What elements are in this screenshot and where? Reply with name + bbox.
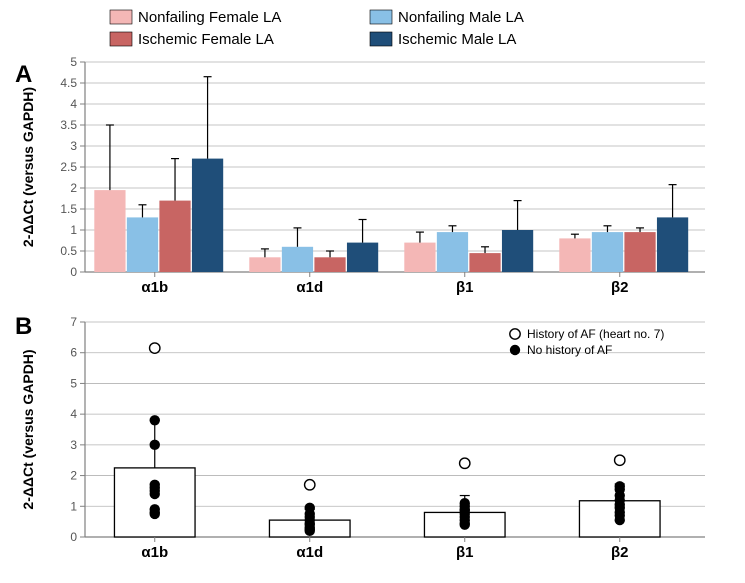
category-label: β2: [611, 544, 629, 561]
bar: [94, 190, 125, 272]
ytick-label: 4: [70, 407, 77, 421]
bar: [624, 232, 655, 272]
panel-a-ylabel: 2-ΔΔCt (versus GAPDH): [20, 87, 36, 247]
legend-label: History of AF (heart no. 7): [527, 327, 664, 341]
bar: [657, 217, 688, 272]
scatter-point-filled: [150, 415, 160, 425]
bar: [314, 257, 345, 272]
category-label: β2: [611, 279, 629, 296]
figure-svg: Nonfailing Female LA Nonfailing Male LA Is…: [0, 0, 745, 583]
ytick-label: 3: [70, 438, 77, 452]
scatter-point-open: [150, 343, 160, 353]
bar: [114, 468, 195, 537]
ytick-label: 0.5: [60, 244, 77, 258]
bar: [437, 232, 468, 272]
panel-a-label: A: [15, 61, 32, 88]
bar: [469, 253, 500, 272]
ytick-label: 4: [70, 97, 77, 111]
scatter-point-open: [615, 455, 625, 465]
scatter-point-open: [305, 480, 315, 490]
legend-swatch: [110, 10, 132, 24]
legend-marker-filled: [510, 345, 520, 355]
ytick-label: 1: [70, 499, 77, 513]
legend-label: Nonfailing Female LA: [138, 9, 281, 26]
bar: [559, 238, 590, 272]
bar: [249, 257, 280, 272]
ytick-label: 1: [70, 223, 77, 237]
category-label: β1: [456, 279, 474, 296]
ytick-label: 7: [70, 315, 77, 329]
ytick-label: 6: [70, 346, 77, 360]
ytick-label: 2: [70, 469, 77, 483]
scatter-point-open: [460, 458, 470, 468]
scatter-point-filled: [150, 489, 160, 499]
scatter-point-filled: [150, 509, 160, 519]
legend-label: Nonfailing Male LA: [398, 9, 524, 26]
bar: [592, 232, 623, 272]
panel-b-label: B: [15, 313, 32, 340]
ytick-label: 2: [70, 181, 77, 195]
scatter-point-filled: [150, 440, 160, 450]
category-label: α1d: [296, 279, 323, 296]
legend-swatch: [110, 32, 132, 46]
legend-label: Ischemic Male LA: [398, 31, 516, 48]
scatter-point-filled: [460, 520, 470, 530]
ytick-label: 5: [70, 55, 77, 69]
scatter-point-filled: [615, 515, 625, 525]
bar: [192, 159, 223, 272]
ytick-label: 3: [70, 139, 77, 153]
ytick-label: 3.5: [60, 118, 77, 132]
ytick-label: 2.5: [60, 160, 77, 174]
figure-root: Nonfailing Female LA Nonfailing Male LA Is…: [0, 0, 745, 583]
legend-marker-open: [510, 329, 520, 339]
bar: [159, 201, 190, 272]
ytick-label: 5: [70, 376, 77, 390]
bar: [502, 230, 533, 272]
ytick-label: 0: [70, 530, 77, 544]
category-label: α1b: [141, 544, 168, 561]
bar: [282, 247, 313, 272]
bar: [127, 217, 158, 272]
legend-label: No history of AF: [527, 343, 612, 357]
category-label: α1b: [141, 279, 168, 296]
legend-swatch: [370, 10, 392, 24]
ytick-label: 1.5: [60, 202, 77, 216]
category-label: β1: [456, 544, 474, 561]
legend-swatch: [370, 32, 392, 46]
scatter-point-filled: [305, 526, 315, 536]
bar: [404, 243, 435, 272]
ytick-label: 4.5: [60, 76, 77, 90]
legend-label: Ischemic Female LA: [138, 31, 274, 48]
bar: [347, 243, 378, 272]
ytick-label: 0: [70, 265, 77, 279]
category-label: α1d: [296, 544, 323, 561]
panel-b-ylabel: 2-ΔΔCt (versus GAPDH): [20, 349, 36, 509]
